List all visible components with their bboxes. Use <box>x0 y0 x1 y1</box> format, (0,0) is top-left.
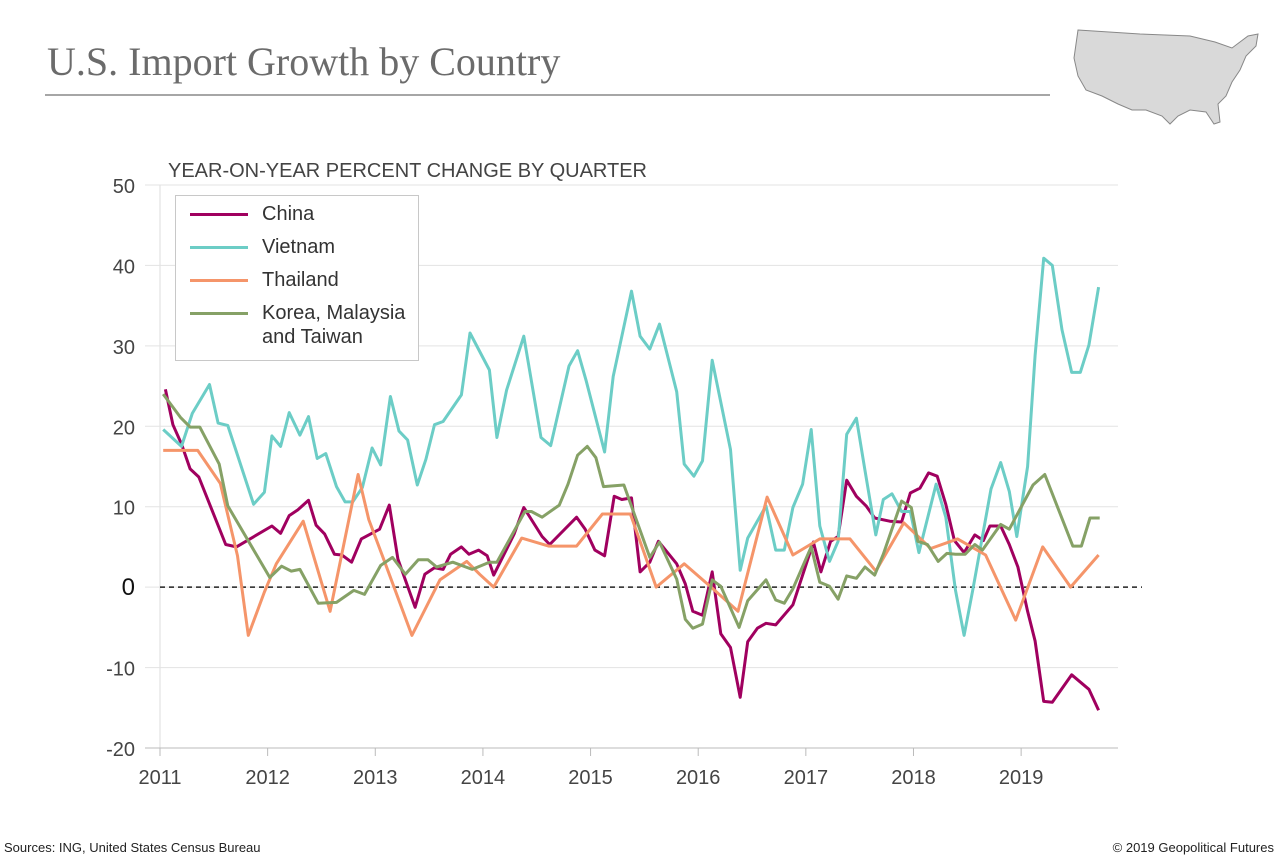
x-tick-label: 2013 <box>353 767 398 789</box>
y-tick-label: 0 <box>122 574 135 601</box>
x-tick-label: 2012 <box>245 767 290 789</box>
x-tick-label: 2014 <box>461 767 506 789</box>
legend-label: China <box>262 203 315 225</box>
y-tick-label: 40 <box>113 256 135 278</box>
legend-swatch <box>190 312 248 315</box>
legend-entry: China <box>176 202 418 226</box>
x-tick-label: 2017 <box>784 767 829 789</box>
legend: China Vietnam Thailand Korea, Malaysia and … <box>175 195 419 361</box>
legend-swatch <box>190 246 248 249</box>
y-tick-label: 30 <box>113 337 135 359</box>
legend-swatch <box>190 213 248 216</box>
x-tick-label: 2016 <box>676 767 721 789</box>
x-tick-label: 2018 <box>891 767 936 789</box>
y-tick-label: 50 <box>113 176 135 198</box>
legend-label: Thailand <box>262 269 339 291</box>
legend-entry: Thailand <box>176 268 418 292</box>
legend-swatch <box>190 279 248 282</box>
series-line <box>163 448 1100 637</box>
x-tick-label: 2011 <box>138 767 181 789</box>
us-map-icon <box>1073 29 1259 125</box>
chart-subtitle: YEAR-ON-YEAR PERCENT CHANGE BY QUARTER <box>168 160 647 182</box>
legend-label: Vietnam <box>262 236 336 258</box>
legend-label: Korea, Malaysia and Taiwan <box>262 302 406 348</box>
legend-entry: Korea, Malaysia and Taiwan <box>176 301 418 349</box>
y-tick-label: -20 <box>106 739 135 761</box>
y-tick-label: 20 <box>113 417 135 439</box>
series-line <box>163 388 1100 711</box>
y-tick-label: -10 <box>106 659 135 681</box>
legend-entry: Vietnam <box>176 235 418 259</box>
series-line <box>161 393 1100 630</box>
x-tick-label: 2019 <box>999 767 1044 789</box>
page-title: U.S. Import Growth by Country <box>47 39 560 84</box>
x-tick-label: 2015 <box>568 767 613 789</box>
source-note: Sources: ING, United States Census Burea… <box>4 840 261 855</box>
y-tick-label: 10 <box>113 498 135 520</box>
series-line <box>162 256 1101 637</box>
copyright: © 2019 Geopolitical Futures <box>1113 840 1275 855</box>
